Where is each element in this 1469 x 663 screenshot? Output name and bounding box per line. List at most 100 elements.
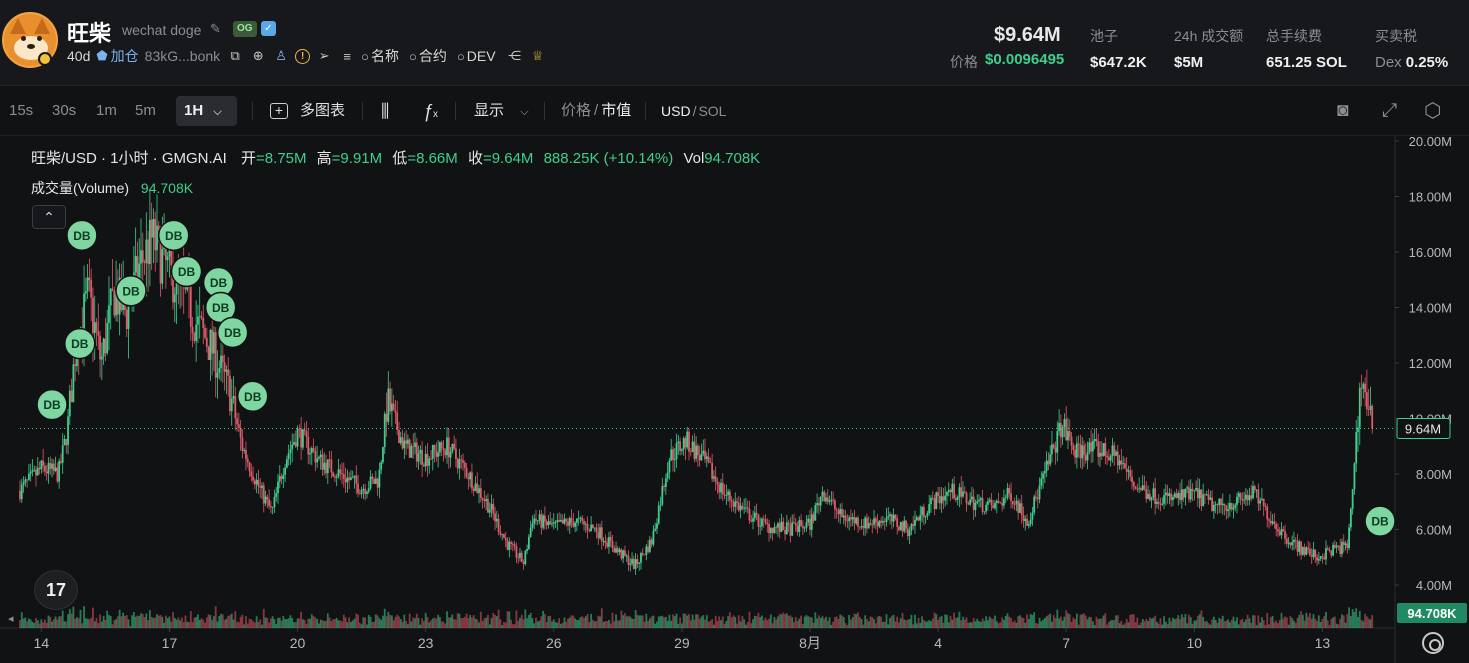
volume-bar (1157, 623, 1160, 628)
volume-bar (1132, 614, 1135, 628)
candle-body (819, 496, 822, 506)
volume-bar (1129, 614, 1132, 628)
twitter-badge-icon[interactable]: ✓ (261, 21, 276, 36)
candle-body (691, 441, 694, 452)
candle-body (1218, 498, 1221, 506)
volume-bar (360, 624, 363, 628)
candle-body (1348, 527, 1350, 549)
volume-bar (1182, 617, 1185, 628)
candle-body (641, 553, 644, 555)
candlestick-chart[interactable]: 4.00M6.00M8.00M10.00M12.00M14.00M16.00M1… (0, 136, 1469, 663)
volume-bar (182, 622, 185, 628)
candle-body (70, 390, 73, 403)
candle-body (1170, 493, 1173, 500)
candle-body (209, 329, 212, 360)
volume-bar (22, 618, 25, 628)
currency-toggle[interactable]: USD / SOL (661, 103, 727, 119)
volume-bar (1321, 619, 1324, 628)
candle-body (1271, 521, 1274, 524)
token-avatar[interactable] (2, 12, 58, 68)
volume-bar (746, 622, 749, 628)
search-contract-button[interactable]: ○ 合约 (409, 48, 447, 64)
candle-body (1010, 493, 1012, 502)
volume-bar (428, 622, 431, 628)
crown-icon[interactable]: ♕ (531, 48, 544, 63)
list-icon[interactable]: ≡ (343, 48, 351, 64)
website-globe-icon[interactable]: ⊕ (252, 48, 264, 63)
volume-bar (1301, 614, 1304, 628)
search-name-button[interactable]: ○ 名称 (361, 48, 400, 64)
token-address[interactable]: 83kG...bonk (144, 48, 221, 64)
volume-bar (981, 618, 984, 628)
candle-body (624, 550, 626, 556)
volume-bar (963, 619, 966, 628)
volume-bar (1043, 618, 1046, 628)
edit-icon[interactable]: ✎ (210, 21, 221, 36)
candle-body (896, 518, 899, 527)
interval-5m[interactable]: 5m (135, 102, 156, 119)
candle-body (1212, 504, 1215, 511)
candle-body (221, 355, 224, 363)
volume-bar (1029, 613, 1032, 628)
volume-bar (417, 617, 420, 628)
candle-type-icon[interactable]: ⫼ (381, 101, 390, 121)
high-value: =9.91M (331, 150, 383, 167)
price-mcap-toggle[interactable]: 价格 / 市值 (561, 102, 632, 119)
volume-bar (241, 614, 244, 628)
indicators-fx-icon[interactable]: ƒx (423, 101, 439, 121)
copy-icon[interactable]: ⧉ (230, 48, 240, 63)
candle-body (892, 514, 895, 522)
multi-chart-button[interactable]: + 多图表 (270, 86, 345, 136)
volume-bar (1255, 625, 1258, 628)
sol-toggle[interactable]: SOL (698, 103, 727, 119)
share-icon[interactable]: ⋲ (508, 48, 522, 63)
candle-body (189, 286, 192, 327)
price-toggle[interactable]: 价格 (561, 102, 592, 119)
volume-bar (714, 615, 717, 628)
add-pool-link[interactable]: 加仓 (110, 48, 139, 64)
holder-user-icon[interactable]: ♙ (275, 48, 287, 63)
interval-15s[interactable]: 15s (9, 102, 34, 119)
volume-bar (33, 622, 36, 628)
telegram-icon[interactable]: ➢ (318, 48, 330, 63)
mcap-toggle[interactable]: 市值 (601, 102, 632, 119)
volume-bar (1068, 614, 1071, 628)
candle-body (323, 462, 326, 470)
volume-bar (677, 623, 680, 628)
tradingview-logo-icon[interactable]: 17 (34, 570, 78, 610)
fullscreen-icon[interactable]: ⤢ (1382, 100, 1398, 121)
og-badge: OG (233, 21, 257, 37)
candle-body (1273, 521, 1276, 524)
candle-body (476, 483, 479, 493)
db-marker-label: DB (212, 301, 230, 315)
candle-body (723, 494, 726, 496)
candle-body (1091, 440, 1094, 452)
candle-body (1116, 451, 1119, 466)
volume-bar (1147, 620, 1149, 628)
candle-body (1090, 442, 1093, 452)
display-dropdown[interactable]: 显示 ⌵ (474, 102, 529, 119)
interval-30s[interactable]: 30s (52, 102, 77, 119)
camera-icon[interactable]: ◙ (1337, 100, 1349, 121)
interval-1m[interactable]: 1m (96, 102, 117, 119)
scroll-left-icon[interactable]: ◂ (8, 613, 14, 625)
usd-toggle[interactable]: USD (661, 103, 691, 119)
candle-body (867, 523, 870, 529)
x-tick-label: 14 (34, 635, 50, 651)
candle-body (161, 249, 164, 284)
search-dev-button[interactable]: ○ DEV (456, 48, 496, 64)
candle-body (467, 477, 470, 480)
volume-bar (332, 619, 335, 628)
candle-body (805, 522, 808, 528)
settings-gear-icon[interactable]: ⬡ (1424, 100, 1442, 122)
interval-selector[interactable]: 1H ⌵ (176, 96, 237, 126)
chevron-down-icon: ⌵ (213, 106, 222, 118)
volume-bar (172, 612, 174, 628)
warning-icon[interactable]: ! (295, 48, 311, 64)
axis-settings-gear-icon[interactable] (1422, 632, 1444, 654)
collapse-legend-button[interactable]: ⌃ (32, 205, 66, 229)
volume-bar (211, 619, 214, 628)
candle-body (1015, 500, 1018, 505)
fees-stat: 总手续费 651.25 SOL (1266, 28, 1347, 71)
volume-bar (846, 624, 849, 628)
